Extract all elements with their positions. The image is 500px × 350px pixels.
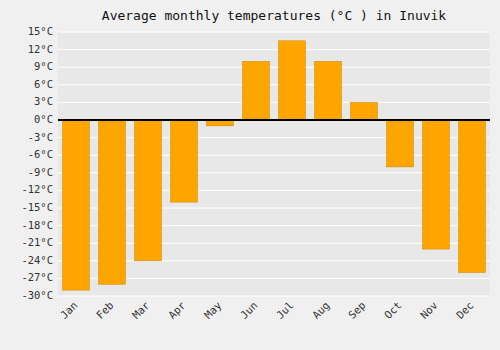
bar bbox=[279, 41, 306, 120]
y-tick-label: -3°C bbox=[28, 131, 53, 143]
x-tick-label: Nov bbox=[418, 299, 440, 321]
bar bbox=[243, 61, 270, 120]
y-tick-label: -18°C bbox=[21, 219, 53, 231]
y-tick-label: -27°C bbox=[21, 271, 53, 283]
zero-line bbox=[58, 119, 490, 121]
bars bbox=[63, 41, 486, 290]
grid-line bbox=[58, 102, 490, 103]
x-tick-label: Sep bbox=[346, 299, 368, 321]
x-tick-label: Feb bbox=[94, 299, 116, 321]
bar bbox=[423, 120, 450, 249]
x-tick-label: Dec bbox=[454, 299, 476, 321]
bar bbox=[63, 120, 90, 290]
chart: -30°C -27°C -24°C -21°C -18°C -15°C -12°C -9°C -… bbox=[0, 0, 500, 350]
x-tick-label: Jul bbox=[274, 299, 296, 321]
grid-line bbox=[58, 49, 490, 50]
plot-area bbox=[58, 32, 490, 296]
y-tick-label: -21°C bbox=[21, 236, 53, 248]
x-tick-label: Jun bbox=[238, 299, 260, 321]
bar bbox=[99, 120, 126, 284]
bar bbox=[315, 61, 342, 120]
x-tick-label: Aug bbox=[310, 299, 332, 321]
y-axis: -30°C -27°C -24°C -21°C -18°C -15°C -12°C -9°C -… bbox=[21, 25, 53, 301]
grid-line bbox=[58, 84, 490, 85]
y-tick-label: -9°C bbox=[28, 166, 53, 178]
title: Average monthly temperatures (°C ) in In… bbox=[102, 8, 447, 23]
bar bbox=[351, 102, 378, 120]
x-axis: Jan Feb Mar Apr May Jun Jul Aug Sep Oct Nov Dec bbox=[58, 299, 476, 321]
grid-line bbox=[58, 67, 490, 68]
y-tick-label: -15°C bbox=[21, 201, 53, 213]
y-tick-label: 15°C bbox=[28, 25, 53, 37]
y-tick-label: -24°C bbox=[21, 254, 53, 266]
grid-line bbox=[58, 120, 490, 121]
x-tick-label: Mar bbox=[130, 299, 152, 321]
y-tick-label: 9°C bbox=[34, 60, 53, 72]
bar bbox=[387, 120, 414, 167]
bar bbox=[459, 120, 486, 273]
y-tick-label: 0°C bbox=[34, 113, 53, 125]
grid-line bbox=[58, 32, 490, 33]
page: {"chart_data": {"type": "bar", "title": … bbox=[0, 0, 500, 350]
y-tick-label: 6°C bbox=[34, 78, 53, 90]
y-tick-label: 3°C bbox=[34, 95, 53, 107]
y-tick-label: 12°C bbox=[28, 43, 53, 55]
y-tick-label: -12°C bbox=[21, 183, 53, 195]
x-tick-label: Apr bbox=[166, 299, 188, 321]
y-tick-label: -30°C bbox=[21, 289, 53, 301]
bar bbox=[171, 120, 198, 202]
background bbox=[0, 0, 500, 350]
bar bbox=[135, 120, 162, 261]
chart-container: -30°C -27°C -24°C -21°C -18°C -15°C -12°C -9°C -… bbox=[0, 0, 500, 350]
x-tick-label: May bbox=[202, 299, 224, 321]
x-tick-label: Jan bbox=[58, 299, 80, 321]
grid-line bbox=[58, 296, 490, 297]
grid bbox=[58, 32, 490, 296]
x-tick-label: Oct bbox=[382, 299, 404, 321]
y-tick-label: -6°C bbox=[28, 148, 53, 160]
